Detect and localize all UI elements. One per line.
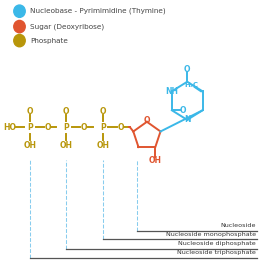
Text: O: O <box>81 123 87 132</box>
Text: Nucleoside monophosphate: Nucleoside monophosphate <box>166 232 256 237</box>
Text: NH: NH <box>165 87 178 96</box>
Circle shape <box>14 20 25 33</box>
Text: O: O <box>184 65 190 74</box>
Text: Phosphate: Phosphate <box>30 38 68 44</box>
Text: P: P <box>63 123 69 132</box>
Text: O: O <box>63 107 70 116</box>
Text: Nucleoside triphosphate: Nucleoside triphosphate <box>177 250 256 255</box>
Text: OH: OH <box>23 141 36 150</box>
Text: O: O <box>144 116 150 125</box>
Text: HO: HO <box>3 123 17 132</box>
Text: Nucleoside diphosphate: Nucleoside diphosphate <box>178 241 256 246</box>
Text: O: O <box>44 123 51 132</box>
Text: O: O <box>99 107 106 116</box>
Text: O: O <box>180 106 186 115</box>
Text: Nucleoside: Nucleoside <box>220 223 256 228</box>
Circle shape <box>14 5 25 17</box>
Text: OH: OH <box>96 141 109 150</box>
Text: O: O <box>117 123 124 132</box>
Text: OH: OH <box>149 155 162 165</box>
Text: Sugar (Deoxyribose): Sugar (Deoxyribose) <box>30 23 104 30</box>
Text: OH: OH <box>60 141 73 150</box>
Text: Nucleobase - Pyrimimidine (Thymine): Nucleobase - Pyrimimidine (Thymine) <box>30 8 166 15</box>
Text: P: P <box>100 123 106 132</box>
Circle shape <box>14 34 25 47</box>
Text: O: O <box>27 107 33 116</box>
Text: P: P <box>27 123 33 132</box>
Text: N: N <box>184 115 190 124</box>
Text: H₃C: H₃C <box>185 82 199 88</box>
